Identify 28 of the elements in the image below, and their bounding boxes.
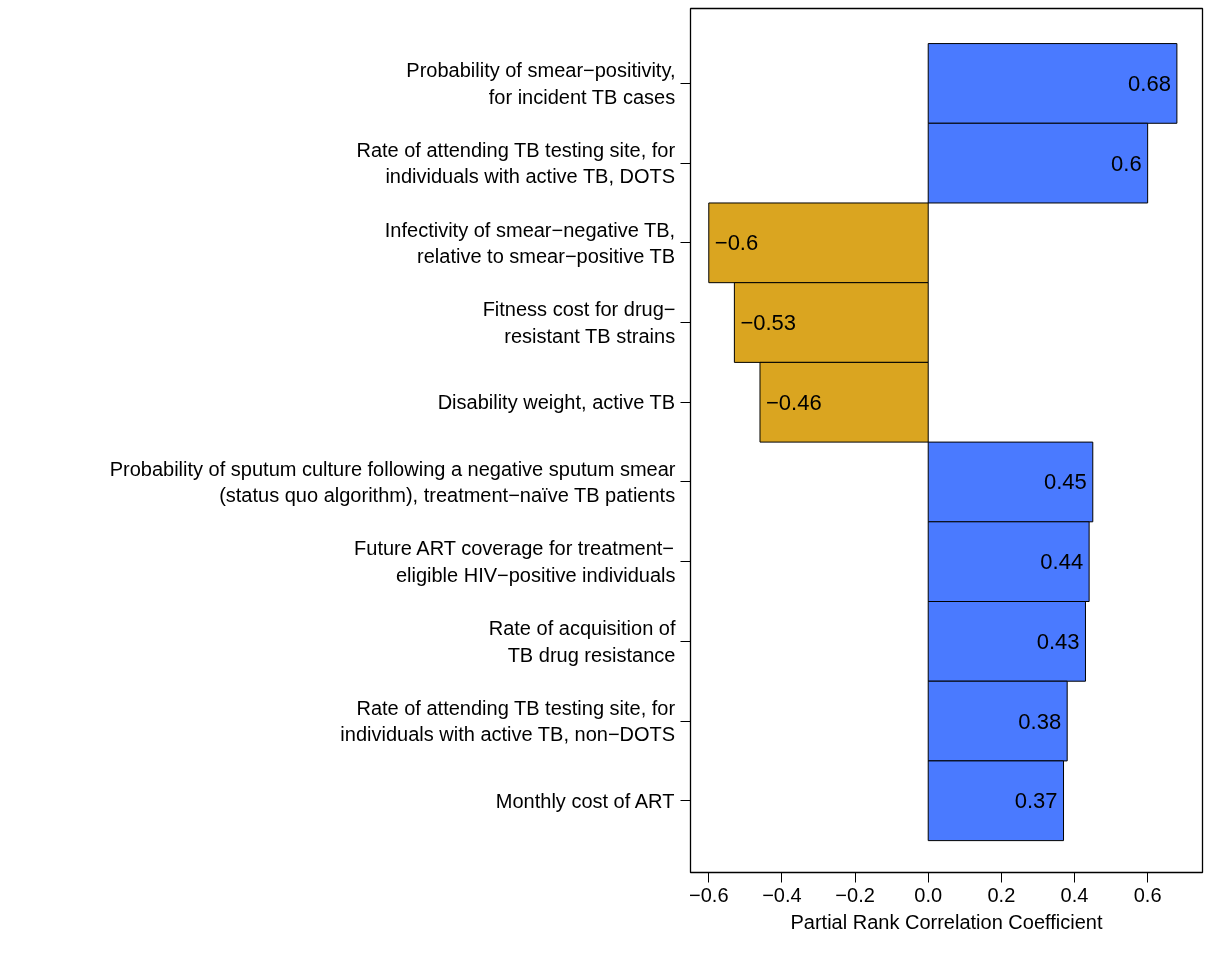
data-label: 0.6 <box>1111 150 1142 176</box>
data-label: −0.46 <box>765 389 822 415</box>
y-tick-label: Fitness cost for drug− resistant TB strains <box>482 298 676 347</box>
x-axis-title: Partial Rank Correlation Coefficient <box>790 910 1103 933</box>
y-tick-label: Disability weight, active TB <box>437 391 676 414</box>
x-tick-label: −0.6 <box>689 883 729 906</box>
data-label: −0.53 <box>740 310 797 336</box>
y-tick-label: Monthly cost of ART <box>495 789 675 812</box>
y-tick-label: Probability of sputum culture following a negative sputum smear (status quo algorithm), treatment−naïve TB patients <box>109 457 676 507</box>
data-label: 0.37 <box>1014 788 1058 814</box>
data-label: 0.45 <box>1043 469 1087 495</box>
y-tick-label: Probability of smear−positivity, for incident TB cases <box>406 59 676 108</box>
x-tick-label: 0.6 <box>1133 883 1162 906</box>
y-tick-label: Rate of acquisition of TB drug resistance <box>488 617 676 666</box>
data-label: 0.38 <box>1018 708 1062 734</box>
y-tick-label: Rate of attending TB testing site, for individuals with active TB, DOTS <box>356 138 676 188</box>
y-tick-label: Infectivity of smear−negative TB, relative to smear−positive TB <box>384 218 676 268</box>
x-tick-label: 0.0 <box>914 883 943 906</box>
x-tick-label: 0.2 <box>987 883 1016 906</box>
y-tick-label: Future ART coverage for treatment− eligible HIV−positive individuals <box>354 537 676 586</box>
x-tick-label: −0.2 <box>835 883 875 906</box>
data-label: 0.44 <box>1040 549 1084 575</box>
x-tick-label: 0.4 <box>1060 883 1089 906</box>
data-label: 0.68 <box>1128 70 1171 96</box>
data-label: −0.6 <box>714 230 759 256</box>
x-tick-label: −0.4 <box>762 883 802 906</box>
y-tick-label: Rate of attending TB testing site, for individuals with active TB, non−DOTS <box>340 696 676 746</box>
data-label: 0.43 <box>1036 628 1080 654</box>
